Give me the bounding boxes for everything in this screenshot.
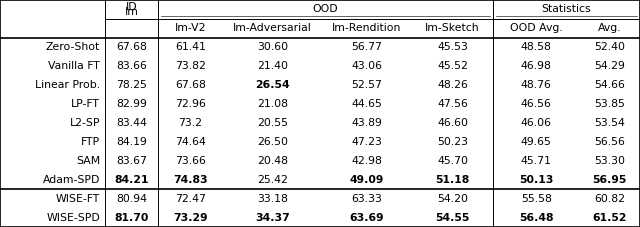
Text: FTP: FTP xyxy=(81,137,100,147)
Text: Adam-SPD: Adam-SPD xyxy=(43,175,100,185)
Text: 45.70: 45.70 xyxy=(437,156,468,166)
Text: 63.69: 63.69 xyxy=(349,212,384,222)
Text: ID: ID xyxy=(125,2,138,12)
Text: 73.2: 73.2 xyxy=(179,118,203,128)
Text: OOD Avg.: OOD Avg. xyxy=(510,23,563,33)
Text: 54.20: 54.20 xyxy=(437,194,468,204)
Text: 72.96: 72.96 xyxy=(175,99,206,109)
Text: 78.25: 78.25 xyxy=(116,80,147,90)
Text: 56.48: 56.48 xyxy=(519,212,554,222)
Text: 74.83: 74.83 xyxy=(173,175,208,185)
Text: SAM: SAM xyxy=(76,156,100,166)
Text: 47.56: 47.56 xyxy=(437,99,468,109)
Text: 34.37: 34.37 xyxy=(255,212,290,222)
Text: 26.54: 26.54 xyxy=(255,80,290,90)
Text: WISE-SPD: WISE-SPD xyxy=(46,212,100,222)
Text: 42.98: 42.98 xyxy=(351,156,382,166)
Text: 45.53: 45.53 xyxy=(437,42,468,52)
Text: 55.58: 55.58 xyxy=(521,194,552,204)
Text: 81.70: 81.70 xyxy=(115,212,148,222)
Text: 53.30: 53.30 xyxy=(595,156,625,166)
Text: 46.56: 46.56 xyxy=(521,99,552,109)
Text: 45.71: 45.71 xyxy=(521,156,552,166)
Text: 67.68: 67.68 xyxy=(116,42,147,52)
Text: 48.76: 48.76 xyxy=(521,80,552,90)
Text: 82.99: 82.99 xyxy=(116,99,147,109)
Text: Statistics: Statistics xyxy=(541,5,591,15)
Text: 33.18: 33.18 xyxy=(257,194,288,204)
Text: 46.98: 46.98 xyxy=(521,61,552,71)
Text: 20.55: 20.55 xyxy=(257,118,288,128)
Text: 49.65: 49.65 xyxy=(521,137,552,147)
Text: Im-V2: Im-V2 xyxy=(175,23,206,33)
Text: 26.50: 26.50 xyxy=(257,137,288,147)
Text: 56.77: 56.77 xyxy=(351,42,382,52)
Text: Vanilla FT: Vanilla FT xyxy=(49,61,100,71)
Text: 43.06: 43.06 xyxy=(351,61,383,71)
Text: 83.66: 83.66 xyxy=(116,61,147,71)
Text: 52.57: 52.57 xyxy=(351,80,382,90)
Text: 46.60: 46.60 xyxy=(437,118,468,128)
Text: 61.52: 61.52 xyxy=(593,212,627,222)
Text: Zero-Shot: Zero-Shot xyxy=(46,42,100,52)
Text: 60.82: 60.82 xyxy=(595,194,625,204)
Text: 50.23: 50.23 xyxy=(437,137,468,147)
Text: 48.26: 48.26 xyxy=(437,80,468,90)
Text: 48.58: 48.58 xyxy=(521,42,552,52)
Text: 50.13: 50.13 xyxy=(519,175,554,185)
Text: Im-Sketch: Im-Sketch xyxy=(426,23,480,33)
Text: 43.89: 43.89 xyxy=(351,118,382,128)
Text: Linear Prob.: Linear Prob. xyxy=(35,80,100,90)
Text: 80.94: 80.94 xyxy=(116,194,147,204)
Text: OOD: OOD xyxy=(312,5,338,15)
Text: 73.82: 73.82 xyxy=(175,61,206,71)
Text: 21.08: 21.08 xyxy=(257,99,288,109)
Text: 54.55: 54.55 xyxy=(435,212,470,222)
Text: 53.54: 53.54 xyxy=(595,118,625,128)
Text: 74.64: 74.64 xyxy=(175,137,206,147)
Text: 73.29: 73.29 xyxy=(173,212,208,222)
Text: 84.21: 84.21 xyxy=(115,175,149,185)
Text: WISE-FT: WISE-FT xyxy=(56,194,100,204)
Text: Im: Im xyxy=(125,7,138,17)
Text: 20.48: 20.48 xyxy=(257,156,288,166)
Text: 83.67: 83.67 xyxy=(116,156,147,166)
Text: L2-SP: L2-SP xyxy=(70,118,100,128)
Text: 25.42: 25.42 xyxy=(257,175,288,185)
Text: 63.33: 63.33 xyxy=(351,194,382,204)
Text: Im-Rendition: Im-Rendition xyxy=(332,23,402,33)
Text: 83.44: 83.44 xyxy=(116,118,147,128)
Text: 49.09: 49.09 xyxy=(349,175,384,185)
Text: 72.47: 72.47 xyxy=(175,194,206,204)
Text: 30.60: 30.60 xyxy=(257,42,288,52)
Text: 56.56: 56.56 xyxy=(595,137,625,147)
Text: 54.66: 54.66 xyxy=(595,80,625,90)
Text: 84.19: 84.19 xyxy=(116,137,147,147)
Text: 45.52: 45.52 xyxy=(437,61,468,71)
Text: 46.06: 46.06 xyxy=(521,118,552,128)
Text: 47.23: 47.23 xyxy=(351,137,382,147)
Text: LP-FT: LP-FT xyxy=(71,99,100,109)
Text: 52.40: 52.40 xyxy=(595,42,625,52)
Text: 61.41: 61.41 xyxy=(175,42,206,52)
Text: 67.68: 67.68 xyxy=(175,80,206,90)
Text: 53.85: 53.85 xyxy=(595,99,625,109)
Text: 51.18: 51.18 xyxy=(435,175,470,185)
Text: 56.95: 56.95 xyxy=(593,175,627,185)
Text: 73.66: 73.66 xyxy=(175,156,206,166)
Text: Avg.: Avg. xyxy=(598,23,621,33)
Text: 44.65: 44.65 xyxy=(351,99,382,109)
Text: 21.40: 21.40 xyxy=(257,61,288,71)
Text: Im-Adversarial: Im-Adversarial xyxy=(233,23,312,33)
Text: 54.29: 54.29 xyxy=(595,61,625,71)
